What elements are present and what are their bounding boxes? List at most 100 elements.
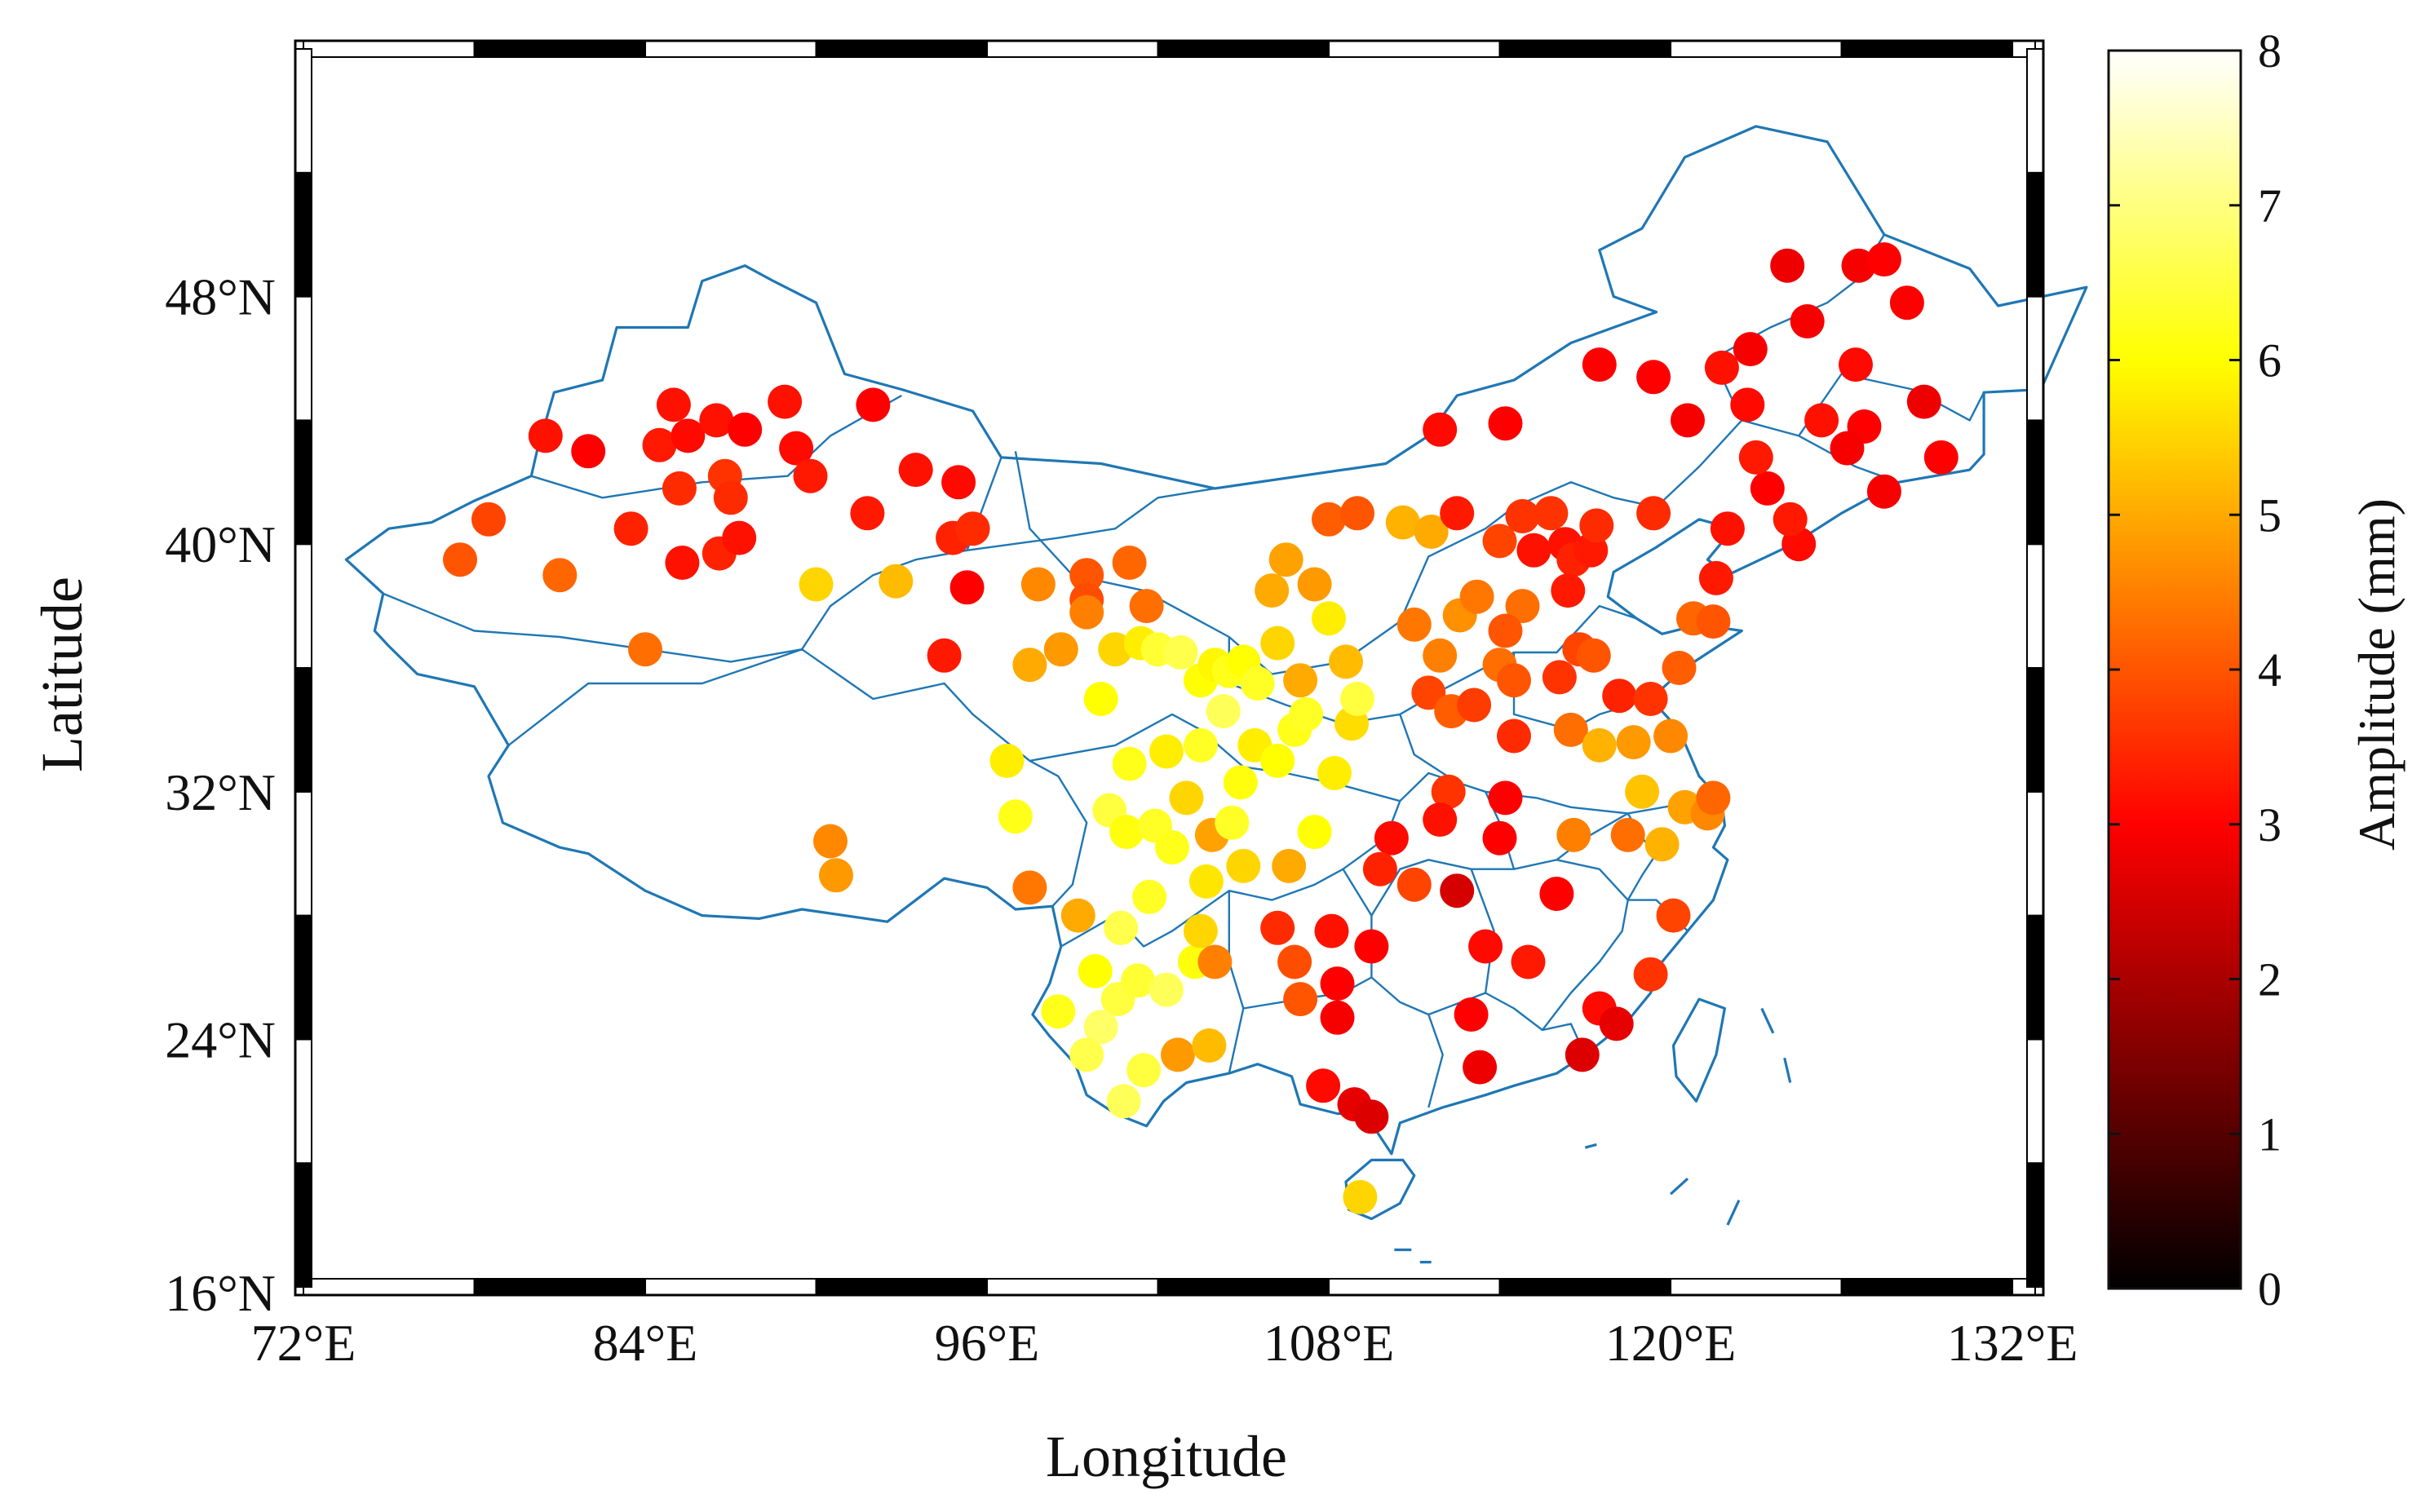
- station-point: [1505, 589, 1540, 624]
- station-point: [1277, 944, 1312, 979]
- station-point: [1149, 734, 1184, 769]
- station-point: [1804, 403, 1839, 438]
- frame-outline: [294, 39, 2045, 1297]
- station-point: [1511, 944, 1546, 979]
- lon-tick-labels: 72°E 84°E 96°E 108°E 120°E 132°E: [251, 1314, 2078, 1372]
- frame-segment-top: [815, 40, 989, 58]
- station-point: [1542, 660, 1577, 695]
- station-point: [1497, 663, 1531, 698]
- station-point: [1163, 635, 1198, 670]
- station-point: [1260, 910, 1295, 945]
- map-frame-background: [287, 49, 2044, 1300]
- station-point: [1553, 712, 1588, 747]
- lat-tick-labels: 16°N 24°N 32°N 40°N 48°N: [165, 268, 276, 1322]
- station-point: [1312, 601, 1346, 636]
- frame-segment-top: [473, 40, 647, 58]
- station-point: [1121, 963, 1156, 998]
- lon-tick-label: 72°E: [251, 1314, 356, 1372]
- frame-segment-left: [294, 1038, 312, 1165]
- frame-segment-bottom: [1670, 1278, 1843, 1296]
- station-point: [1923, 440, 1958, 475]
- station-point: [1770, 248, 1805, 283]
- station-point: [1468, 929, 1503, 964]
- station-point: [542, 558, 578, 593]
- station-point: [1576, 638, 1611, 673]
- station-point: [1704, 350, 1739, 385]
- station-point: [1457, 687, 1492, 723]
- station-point: [1109, 815, 1144, 850]
- station-point: [1272, 848, 1307, 883]
- lon-tick-label: 84°E: [593, 1314, 698, 1372]
- station-point: [1534, 496, 1569, 531]
- station-point: [642, 427, 677, 462]
- frame-segment-right: [2026, 1038, 2044, 1165]
- station-point: [1610, 817, 1645, 852]
- frame-segment-right: [2026, 171, 2044, 298]
- station-point: [998, 799, 1033, 834]
- station-point: [1738, 440, 1773, 475]
- station-point: [1616, 725, 1651, 760]
- frame-segment-bottom: [644, 1278, 817, 1296]
- frame-segment-top: [1840, 40, 2014, 58]
- station-point: [1020, 567, 1056, 602]
- station-point: [1556, 817, 1591, 852]
- frame-segment-left: [294, 295, 312, 422]
- frame-segment-left: [294, 914, 312, 1041]
- station-point: [989, 743, 1025, 778]
- station-point: [1671, 403, 1705, 438]
- station-point: [1653, 718, 1689, 754]
- station-point: [1396, 867, 1432, 902]
- station-point: [927, 638, 962, 673]
- station-point: [819, 858, 853, 893]
- station-point: [1297, 567, 1332, 602]
- colorbar-ticks: 0 1 2 3 4 5 6 7 8: [2109, 24, 2282, 1315]
- station-point: [1060, 898, 1095, 933]
- frame-segment-bottom: [473, 1278, 647, 1296]
- station-point: [1069, 558, 1104, 593]
- station-point: [1354, 929, 1389, 964]
- station-point: [665, 546, 700, 580]
- frame-segment-top: [644, 40, 817, 58]
- colorbar-tick-label: 6: [2258, 334, 2282, 387]
- y-axis-label: Latitude: [29, 577, 95, 772]
- lat-tick-label: 48°N: [165, 268, 276, 326]
- station-point: [1730, 387, 1765, 422]
- colorbar-tick-label: 8: [2258, 24, 2282, 77]
- station-points: [443, 242, 1958, 1214]
- station-point: [1750, 471, 1785, 506]
- x-axis-label: Longitude: [1046, 1424, 1287, 1489]
- station-point: [1362, 851, 1397, 886]
- frame-segment-bottom: [1328, 1278, 1501, 1296]
- frame-segment-right: [2026, 790, 2044, 917]
- station-point: [1866, 474, 1901, 509]
- station-point: [1539, 877, 1574, 911]
- station-point: [1633, 682, 1668, 716]
- station-point: [1320, 966, 1355, 1001]
- station-point: [856, 387, 891, 422]
- station-point: [1482, 820, 1517, 855]
- station-point: [1516, 533, 1551, 568]
- station-point: [1488, 406, 1523, 441]
- station-point: [571, 434, 606, 469]
- station-point: [1579, 508, 1614, 543]
- frame-segment-left: [294, 790, 312, 917]
- station-point: [1132, 879, 1167, 914]
- station-point: [528, 418, 563, 453]
- frame-segment-left: [294, 1162, 312, 1288]
- station-point: [1602, 679, 1637, 714]
- colorbar-tick-label: 1: [2258, 1107, 2282, 1161]
- frame-segment-top: [1328, 40, 1501, 58]
- station-point: [1255, 573, 1290, 608]
- station-point: [1041, 994, 1076, 1029]
- colorbar-tick-label: 5: [2258, 489, 2282, 542]
- station-point: [1656, 898, 1691, 933]
- station-point: [1183, 913, 1218, 948]
- station-point: [1488, 613, 1523, 648]
- station-point: [1340, 496, 1374, 531]
- frame-segment-bottom: [986, 1278, 1159, 1296]
- station-point: [1505, 499, 1540, 533]
- station-point: [713, 480, 748, 515]
- station-point: [879, 564, 914, 599]
- station-point: [722, 520, 757, 555]
- station-point: [1790, 304, 1825, 338]
